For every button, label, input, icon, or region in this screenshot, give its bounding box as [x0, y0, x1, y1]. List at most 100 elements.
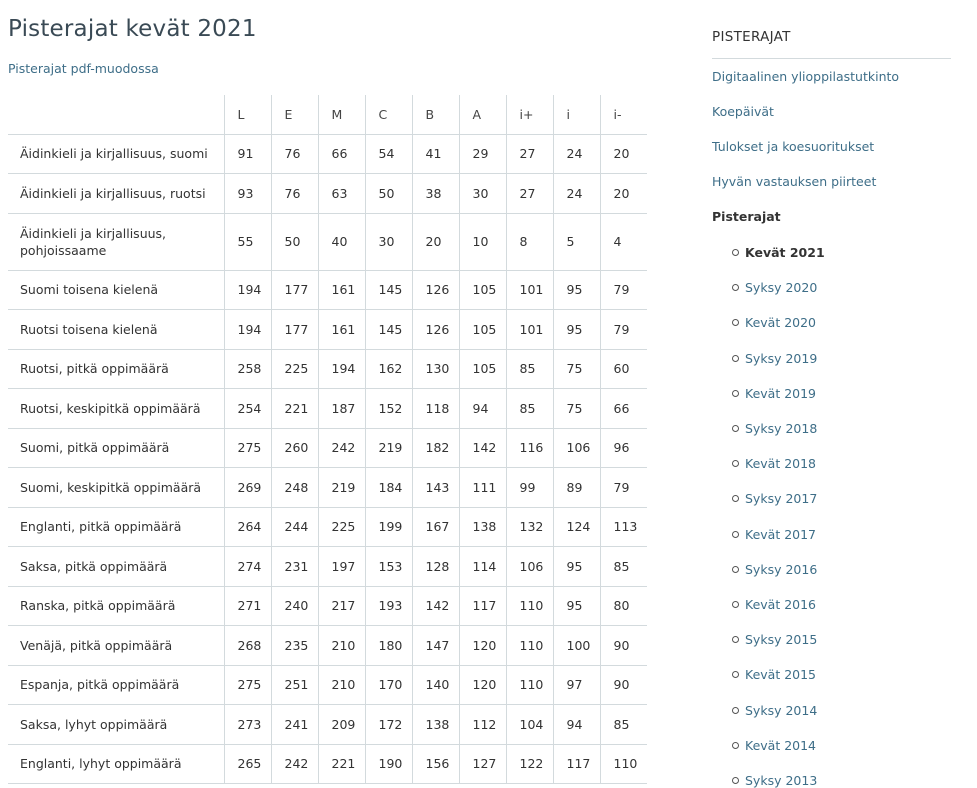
score-cell: 111 [458, 467, 506, 508]
score-cell: 40 [317, 213, 365, 271]
score-cell: 38 [411, 173, 459, 214]
subject-cell: Venäjä, pitkä oppimäärä [8, 625, 224, 666]
sidebar-subitem-8[interactable]: Kevät 2017 [732, 527, 816, 542]
table-row: Suomi toisena kielenä 194 177 161 145 126 105 1… [8, 270, 647, 310]
sidebar-subitem-label: Syksy 2020 [745, 280, 818, 296]
sidebar-subitem-6[interactable]: Kevät 2018 [732, 456, 816, 471]
score-cell: 4 [599, 213, 647, 271]
pdf-download-link[interactable]: Pisterajat pdf-muodossa [8, 61, 159, 76]
score-cell: 241 [270, 704, 318, 745]
score-cell: 105 [458, 309, 506, 350]
sidebar-subitem-11[interactable]: Syksy 2015 [732, 632, 817, 647]
sidebar-subitem-10[interactable]: Kevät 2016 [732, 597, 816, 612]
column-header-1: E [270, 95, 318, 135]
score-cell: 180 [364, 625, 412, 666]
sidebar-subitem-label: Kevät 2015 [745, 667, 817, 683]
sidebar-subitem-0[interactable]: Kevät 2021 [732, 245, 825, 260]
sidebar-subitem-label: Kevät 2019 [745, 385, 817, 401]
sidebar-item-0[interactable]: Digitaalinen ylioppilastutkinto [712, 69, 900, 84]
score-cell: 99 [505, 467, 553, 508]
table-row: Äidinkieli ja kirjallisuus, pohjoissaame… [8, 213, 647, 271]
subject-cell: Suomi, keskipitkä oppimäärä [8, 467, 224, 508]
column-header-4: B [411, 95, 459, 135]
score-cell: 161 [317, 309, 365, 350]
sidebar-item-2[interactable]: Tulokset ja koesuoritukset [712, 139, 875, 154]
score-cell: 101 [505, 270, 553, 310]
sidebar-subitem-3[interactable]: Syksy 2019 [732, 351, 817, 366]
score-cell: 126 [411, 270, 459, 310]
sidebar-item-4[interactable]: Pisterajat [712, 209, 781, 224]
score-cell: 95 [552, 586, 600, 626]
score-cell: 235 [270, 625, 318, 666]
table-row: Äidinkieli ja kirjallisuus, ruotsi 93 76 63… [8, 173, 647, 214]
sidebar-subitem-4[interactable]: Kevät 2019 [732, 386, 816, 401]
score-cell: 177 [270, 309, 318, 350]
sidebar-subitem-7[interactable]: Syksy 2017 [732, 491, 817, 506]
score-cell: 275 [223, 665, 271, 705]
score-cell: 153 [364, 546, 412, 587]
score-cell: 271 [223, 586, 271, 626]
score-cell: 209 [317, 704, 365, 745]
score-cell: 104 [505, 704, 553, 745]
subject-cell: Ruotsi, keskipitkä oppimäärä [8, 388, 224, 429]
subject-cell: Ranska, pitkä oppimäärä [8, 586, 224, 626]
score-cell: 132 [505, 507, 553, 547]
subject-cell: Saksa, pitkä oppimäärä [8, 546, 224, 587]
score-cell: 273 [223, 704, 271, 745]
table-row: Ruotsi, keskipitkä oppimäärä 254 221 187 152… [8, 388, 647, 429]
sidebar-subitem-9[interactable]: Syksy 2016 [732, 562, 817, 577]
sidebar-subitem-14[interactable]: Kevät 2014 [732, 738, 816, 753]
score-cell: 190 [364, 744, 412, 784]
sidebar-subitem-label: Syksy 2017 [745, 491, 818, 507]
sidebar-subitem-2[interactable]: Kevät 2020 [732, 315, 816, 330]
table-row: Saksa, lyhyt oppimäärä 273 241 209 172 138 112… [8, 704, 647, 745]
score-cell: 242 [270, 744, 318, 784]
bullet-icon [732, 319, 739, 327]
table-row: Äidinkieli ja kirjallisuus, suomi 91 76 66 5… [8, 134, 647, 174]
bullet-icon [732, 425, 739, 432]
sidebar-subitem-12[interactable]: Kevät 2015 [732, 667, 816, 682]
table-row: Englanti, lyhyt oppimäärä 265 242 221 190 156… [8, 744, 647, 784]
bullet-icon [732, 565, 739, 573]
sidebar-divider [712, 58, 951, 59]
score-cell: 85 [599, 704, 647, 745]
score-cell: 76 [270, 173, 318, 214]
score-cell: 110 [599, 744, 647, 784]
sidebar-item-3[interactable]: Hyvän vastauksen piirteet [712, 174, 877, 189]
sidebar-subitem-1[interactable]: Syksy 2020 [732, 280, 817, 295]
score-cell: 50 [364, 173, 412, 214]
subject-cell: Suomi toisena kielenä [8, 270, 224, 310]
sidebar-subitem-15[interactable]: Syksy 2013 [732, 773, 817, 788]
score-cell: 100 [552, 625, 600, 666]
bullet-icon [732, 636, 739, 644]
sidebar-subitem-5[interactable]: Syksy 2018 [732, 421, 817, 436]
score-cell: 142 [411, 586, 459, 626]
score-cell: 30 [458, 173, 506, 214]
score-cell: 167 [411, 507, 459, 547]
bullet-icon [732, 706, 739, 714]
score-cell: 105 [458, 349, 506, 389]
score-cell: 95 [552, 546, 600, 587]
score-cell: 142 [458, 428, 506, 468]
score-cell: 145 [364, 309, 412, 350]
score-cell: 258 [223, 349, 271, 389]
table-row: Suomi, keskipitkä oppimäärä 269 248 219 184 1… [8, 467, 647, 508]
sidebar-subitem-13[interactable]: Syksy 2014 [732, 703, 817, 718]
score-cell: 162 [364, 349, 412, 389]
score-cell: 194 [223, 270, 271, 310]
sidebar-item-1[interactable]: Koepäivät [712, 104, 774, 119]
score-cell: 260 [270, 428, 318, 468]
score-cell: 113 [599, 507, 647, 547]
score-cell: 95 [552, 309, 600, 350]
score-cell: 274 [223, 546, 271, 587]
score-cell: 30 [364, 213, 412, 271]
score-cell: 55 [223, 213, 271, 271]
subject-cell: Äidinkieli ja kirjallisuus, pohjoissaame [8, 213, 224, 271]
score-cell: 41 [411, 134, 459, 174]
sidebar-subitem-label: Kevät 2021 [745, 245, 825, 260]
score-cell: 10 [458, 213, 506, 271]
subject-column-header [8, 95, 224, 135]
score-cell: 105 [458, 270, 506, 310]
score-cell: 75 [552, 349, 600, 389]
bullet-icon [732, 495, 739, 503]
